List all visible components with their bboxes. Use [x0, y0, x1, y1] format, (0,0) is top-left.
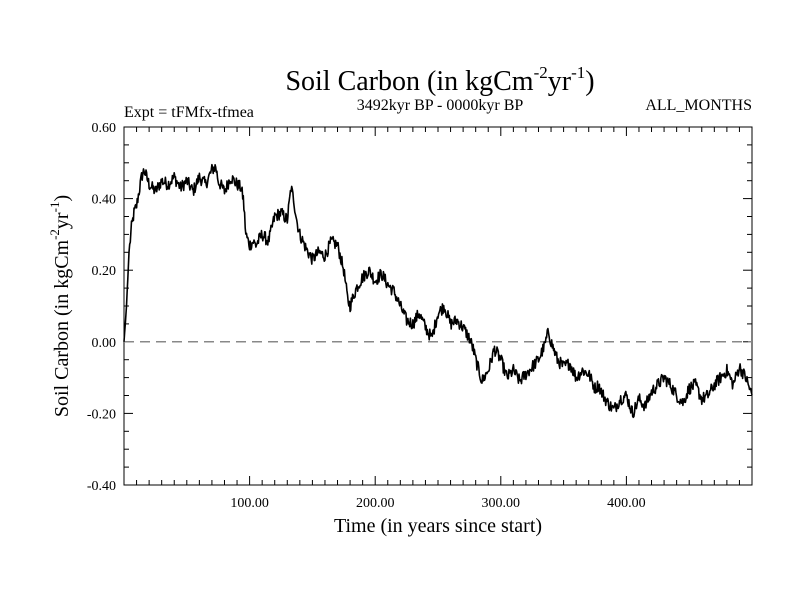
chart-title-sup1: -2 — [534, 63, 548, 82]
y-tick-label: 0.40 — [92, 193, 117, 208]
y-axis-label-mid: yr — [51, 212, 73, 229]
subtitle-left: Expt = tFMfx-tfmea — [124, 104, 254, 121]
chart-title: Soil Carbon (in kgCm-2yr-1) — [285, 63, 594, 97]
soil-carbon-series-line — [123, 163, 753, 419]
chart-title-sup2: -1 — [571, 63, 585, 82]
y-axis-label-main: Soil Carbon (in kgCm — [51, 239, 73, 417]
chart-title-mid: yr — [548, 66, 572, 97]
chart-title-main: Soil Carbon (in kgCm — [285, 66, 533, 97]
axis-tick-labels: 100.00 200.00 300.00 400.00 -0.40 -0.20 0.00 0.… — [87, 121, 646, 511]
y-tick-label: 0.60 — [92, 121, 117, 136]
y-axis-label-end: ) — [51, 195, 73, 202]
y-axis-label-sup2: -1 — [47, 202, 62, 213]
x-tick-label: 400.00 — [607, 496, 646, 511]
y-tick-label: 0.00 — [92, 336, 117, 351]
chart-title-end: ) — [585, 66, 594, 97]
x-tick-label: 200.00 — [356, 496, 395, 511]
y-tick-label: -0.40 — [87, 479, 116, 494]
x-axis-label: Time (in years since start) — [334, 515, 542, 537]
y-axis-label: Soil Carbon (in kgCm-2yr-1) — [47, 195, 73, 417]
axis-ticks — [124, 127, 752, 485]
y-tick-label: -0.20 — [87, 407, 116, 422]
y-tick-label: 0.20 — [92, 264, 117, 279]
subtitle-right: ALL_MONTHS — [645, 97, 752, 114]
x-tick-label: 100.00 — [230, 496, 269, 511]
x-tick-label: 300.00 — [482, 496, 521, 511]
y-axis-label-sup1: -2 — [47, 229, 62, 240]
subtitle-center: 3492kyr BP - 0000kyr BP — [357, 97, 524, 114]
